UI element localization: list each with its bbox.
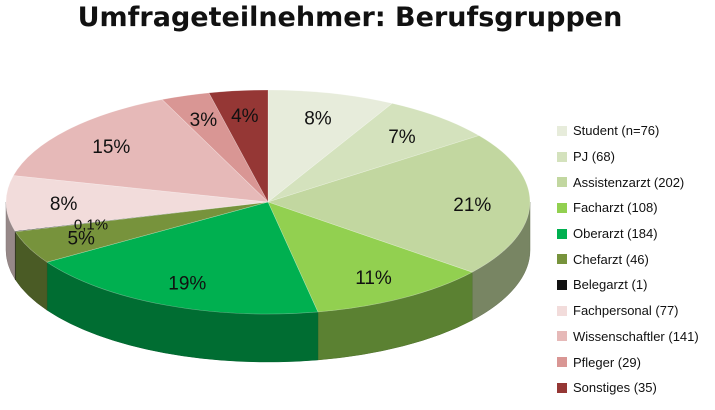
legend-label: PJ (68) (573, 149, 615, 165)
data-label-belegarzt: 0,1% (74, 217, 108, 234)
legend-label: Wissenschaftler (141) (573, 328, 699, 344)
legend-item-student: Student (n=76) (557, 118, 699, 144)
legend-item-sonstiges: Sonstiges (35) (557, 375, 699, 401)
data-label-facharzt: 11% (355, 268, 392, 289)
legend-item-fachpersonal: Fachpersonal (77) (557, 298, 699, 324)
legend-item-oberarzt: Oberarzt (184) (557, 221, 699, 247)
pie-slice-wissenschaftler (12, 99, 269, 203)
legend-swatch (557, 279, 567, 290)
legend-label: Student (n=76) (573, 123, 660, 139)
legend-swatch (557, 177, 567, 188)
legend-item-pfleger: Pfleger (29) (557, 349, 699, 375)
legend-swatch (557, 125, 567, 136)
legend-label: Chefarzt (46) (573, 251, 649, 267)
pie-slice-student (267, 89, 393, 203)
legend-item-belegarzt: Belegarzt (1) (557, 272, 699, 298)
legend-item-chefarzt: Chefarzt (46) (557, 246, 699, 272)
legend-swatch (557, 382, 567, 393)
data-label-oberarzt: 19% (168, 273, 206, 294)
legend-label: Belegarzt (1) (573, 277, 648, 293)
legend-swatch (557, 331, 567, 342)
legend-swatch (557, 357, 567, 368)
data-label-pfleger: 3% (190, 110, 218, 131)
legend-item-assistenzarzt: Assistenzarzt (202) (557, 169, 699, 195)
legend-item-wissenschaftler: Wissenschaftler (141) (557, 324, 699, 350)
data-label-chefarzt: 5% (67, 228, 95, 249)
legend-label: Fachpersonal (77) (573, 303, 679, 319)
legend-item-pj: PJ (68) (557, 144, 699, 170)
pie-slice-assistenzarzt (267, 135, 531, 273)
pie-slice-oberarzt (46, 201, 319, 315)
legend-swatch (557, 202, 567, 213)
legend-label: Oberarzt (184) (573, 226, 658, 242)
legend-label: Pfleger (29) (573, 354, 641, 370)
legend-label: Sonstiges (35) (573, 380, 657, 396)
legend-swatch (557, 228, 567, 239)
pie-slice-pj (267, 103, 480, 203)
data-label-pj: 7% (388, 127, 416, 148)
legend: Student (n=76) PJ (68) Assistenzarzt (202)… (557, 118, 699, 401)
legend-item-facharzt: Facharzt (108) (557, 195, 699, 221)
data-label-wissenschaftler: 15% (92, 137, 130, 158)
pie-slice-chefarzt (14, 201, 269, 263)
data-label-fachpersonal: 8% (50, 194, 78, 215)
legend-swatch (557, 151, 567, 162)
pie-label-layer: 8% 7% 21% 11% 19% 5%0,1% 8% 15% 3% 4% (50, 106, 492, 294)
legend-label: Facharzt (108) (573, 200, 658, 216)
pie-top-layer (5, 89, 531, 315)
pie-slice-sonstiges (208, 89, 269, 203)
pie-side-layer (5, 201, 531, 363)
data-label-sonstiges: 4% (231, 106, 259, 127)
legend-label: Assistenzarzt (202) (573, 174, 685, 190)
chart-title: Umfrageteilnehmer: Berufsgruppen (77, 2, 623, 33)
pie-slice-fachpersonal (5, 175, 269, 232)
legend-swatch (557, 254, 567, 265)
data-label-student: 8% (304, 108, 332, 129)
data-label-assistenzarzt: 21% (453, 195, 491, 216)
legend-swatch (557, 305, 567, 316)
pie-slice-pfleger (161, 92, 269, 203)
pie-slice-facharzt (267, 201, 473, 313)
